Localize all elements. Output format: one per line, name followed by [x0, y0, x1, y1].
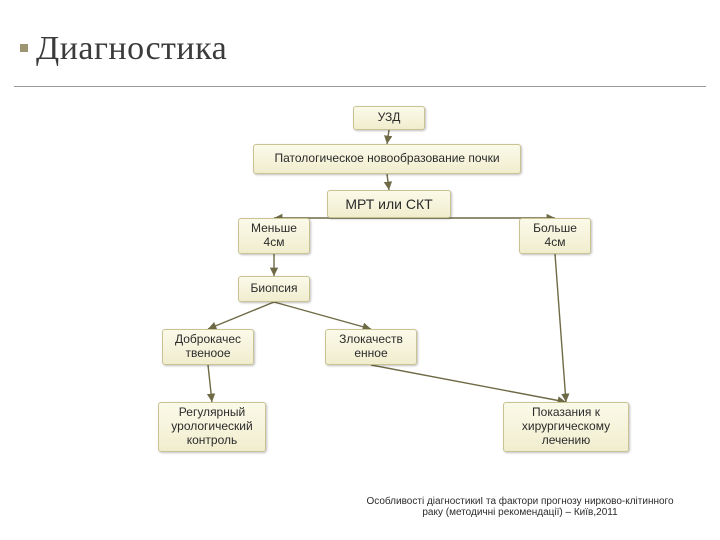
node-uzd: УЗД [353, 106, 425, 130]
slide: { "title": "Диагностика", "footnote": { … [0, 0, 720, 540]
node-surgery: Показания к хирургическому лечению [503, 402, 629, 452]
node-malign: Злокачественное [325, 329, 417, 365]
page-title: Диагностика [36, 30, 227, 68]
node-gt4: Больше 4см [519, 218, 591, 254]
node-benign: Доброкачественоое [162, 329, 254, 365]
footnote: Особливості діагностикиI та фактори прог… [340, 496, 700, 518]
divider [14, 86, 706, 87]
title-bullet [20, 44, 28, 52]
flowchart-edges [0, 0, 720, 540]
footnote-line2: раку (методичні рекомендації) – Київ,201… [340, 507, 700, 518]
node-followup: Регулярный урологический контроль [158, 402, 266, 452]
node-mrt: МРТ или СКТ [327, 190, 451, 218]
node-lt4: Меньше 4см [238, 218, 310, 254]
node-patho: Патологическое новообразование почки [253, 144, 521, 174]
node-biopsy: Биопсия [238, 276, 310, 302]
footnote-line1: Особливості діагностикиI та фактори прог… [340, 496, 700, 507]
